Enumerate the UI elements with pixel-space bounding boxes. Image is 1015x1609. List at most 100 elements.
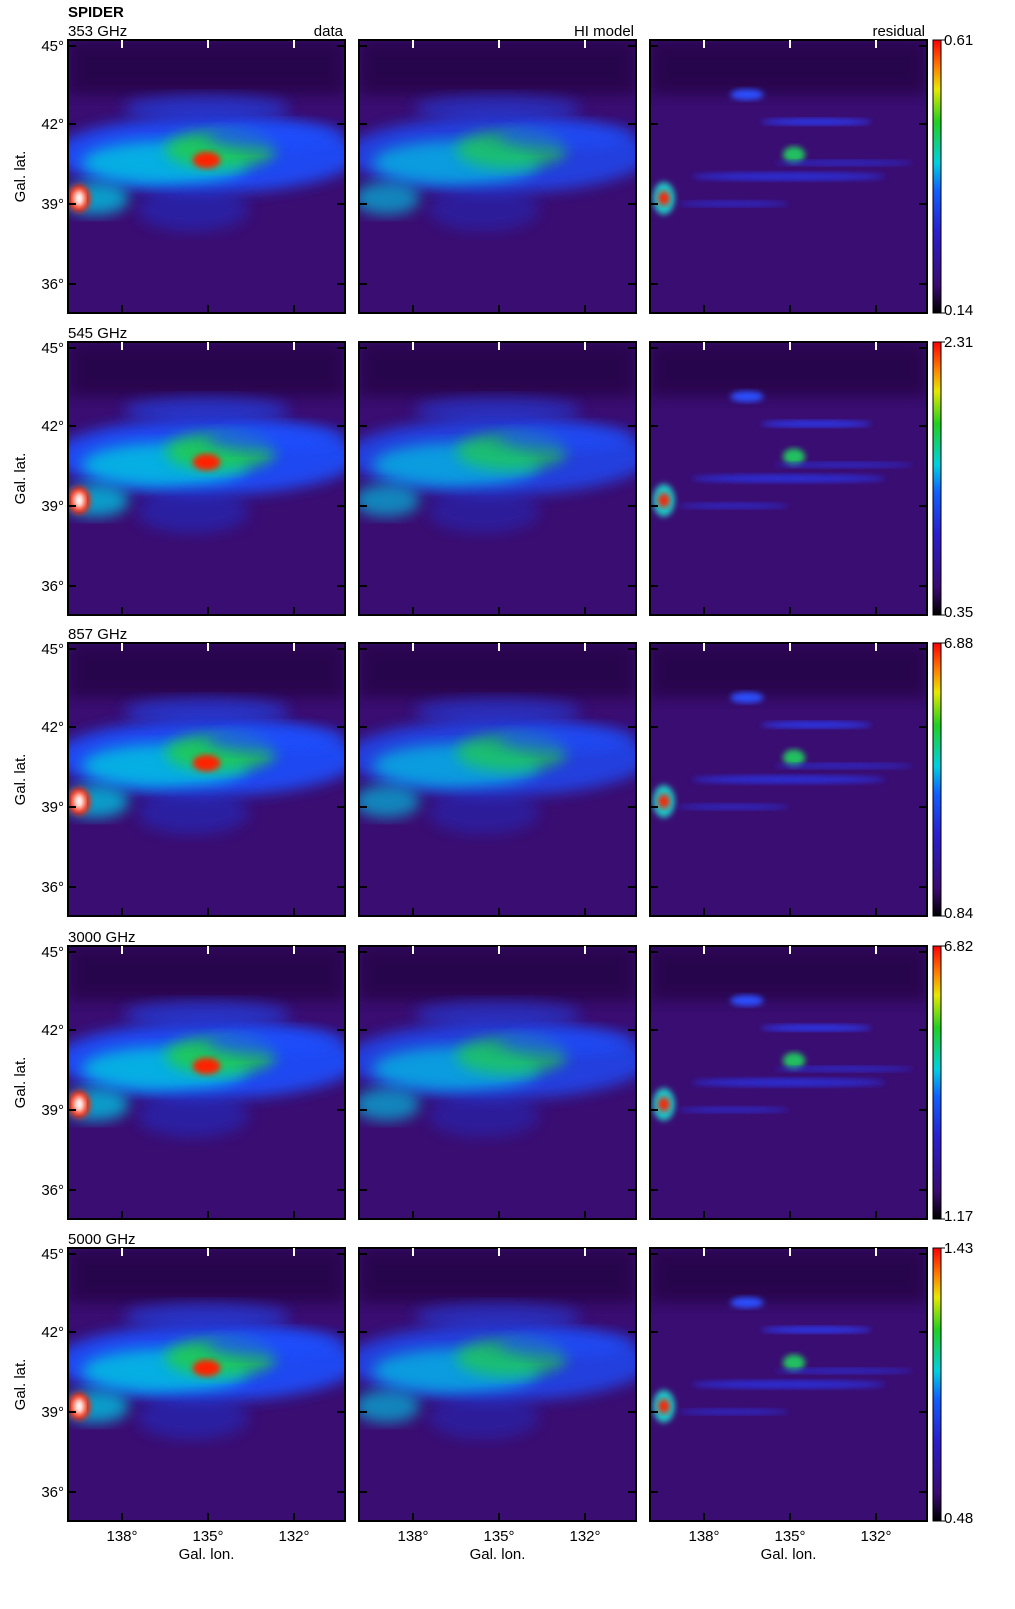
y-tick-label: 39° bbox=[41, 1102, 64, 1119]
map-feature bbox=[730, 391, 764, 403]
map-dark bbox=[359, 1248, 636, 1303]
row-label: 353 GHz bbox=[68, 23, 127, 40]
colorbar-max: 0.61 bbox=[944, 32, 973, 49]
map-feature bbox=[677, 1107, 789, 1113]
map-frame bbox=[358, 39, 637, 314]
colorbar bbox=[932, 642, 942, 917]
map-feature bbox=[658, 191, 670, 206]
map bbox=[650, 1248, 927, 1521]
y-tick-label: 45° bbox=[41, 641, 64, 658]
map-feature bbox=[123, 94, 290, 122]
map-feature bbox=[414, 697, 581, 725]
map bbox=[650, 40, 927, 313]
map-feature bbox=[774, 160, 914, 166]
map-dark bbox=[650, 643, 927, 698]
y-tick-label: 36° bbox=[41, 578, 64, 595]
map-feature bbox=[782, 448, 806, 465]
y-tick-label: 42° bbox=[41, 116, 64, 133]
map-feature bbox=[774, 462, 914, 468]
y-tick-label: 39° bbox=[41, 498, 64, 515]
map-feature bbox=[359, 1389, 420, 1423]
map-feature bbox=[123, 396, 290, 424]
map-dark bbox=[68, 1248, 345, 1303]
y-tick-label: 36° bbox=[41, 1182, 64, 1199]
map-feature bbox=[760, 1326, 872, 1334]
map-feature bbox=[192, 1359, 221, 1377]
map-feature bbox=[691, 474, 886, 483]
map-dark bbox=[359, 946, 636, 1001]
x-tick-label: 132° bbox=[569, 1528, 600, 1545]
x-tick-label: 135° bbox=[192, 1528, 223, 1545]
colorbar-max: 6.82 bbox=[944, 938, 973, 955]
map bbox=[650, 342, 927, 615]
map-feature bbox=[730, 89, 764, 101]
y-tick-label: 42° bbox=[41, 1324, 64, 1341]
y-tick-label: 36° bbox=[41, 276, 64, 293]
y-tick-label: 42° bbox=[41, 418, 64, 435]
map-feature bbox=[192, 453, 221, 471]
map-feature bbox=[206, 121, 345, 150]
map-feature bbox=[691, 775, 886, 784]
row-label: 857 GHz bbox=[68, 626, 127, 643]
map-feature bbox=[782, 749, 806, 766]
row-label: 545 GHz bbox=[68, 325, 127, 342]
map-feature bbox=[782, 1052, 806, 1069]
y-axis-label: Gal. lat. bbox=[12, 754, 29, 806]
map-dark bbox=[68, 643, 345, 698]
y-tick-label: 39° bbox=[41, 1404, 64, 1421]
map bbox=[359, 40, 636, 313]
map-feature bbox=[497, 724, 636, 753]
row-label: 5000 GHz bbox=[68, 1231, 136, 1248]
map-feature bbox=[414, 396, 581, 424]
map-feature bbox=[497, 1027, 636, 1056]
map-dark bbox=[650, 40, 927, 95]
map bbox=[359, 643, 636, 916]
map-dark bbox=[68, 40, 345, 95]
colorbar-min: 0.35 bbox=[944, 604, 973, 621]
map-feature bbox=[359, 1087, 420, 1121]
map bbox=[359, 342, 636, 615]
y-tick-label: 45° bbox=[41, 1246, 64, 1263]
map-dark bbox=[68, 342, 345, 397]
map-feature bbox=[428, 489, 540, 534]
y-tick-label: 36° bbox=[41, 1484, 64, 1501]
map-feature bbox=[691, 1380, 886, 1389]
x-tick-label: 138° bbox=[106, 1528, 137, 1545]
map-feature bbox=[414, 94, 581, 122]
map-feature bbox=[428, 790, 540, 835]
y-tick-label: 39° bbox=[41, 196, 64, 213]
map bbox=[68, 342, 345, 615]
map-feature bbox=[774, 763, 914, 769]
column-label: residual bbox=[872, 23, 925, 40]
colorbar-min: 0.14 bbox=[944, 302, 973, 319]
map-dark bbox=[650, 946, 927, 1001]
map-dark bbox=[650, 1248, 927, 1303]
map-feature bbox=[73, 190, 85, 207]
map-feature bbox=[73, 793, 85, 810]
x-tick-label: 135° bbox=[483, 1528, 514, 1545]
map-feature bbox=[123, 1302, 290, 1330]
map-feature bbox=[497, 121, 636, 150]
map-dark bbox=[68, 946, 345, 1001]
x-tick-label: 132° bbox=[860, 1528, 891, 1545]
map-feature bbox=[137, 489, 249, 534]
map-feature bbox=[677, 804, 789, 810]
map-feature bbox=[760, 420, 872, 428]
map-feature bbox=[774, 1368, 914, 1374]
y-axis-label: Gal. lat. bbox=[12, 453, 29, 505]
map-feature bbox=[782, 1354, 806, 1371]
map-feature bbox=[428, 1395, 540, 1440]
map bbox=[650, 946, 927, 1219]
map-frame bbox=[649, 642, 928, 917]
colorbar-max: 6.88 bbox=[944, 635, 973, 652]
y-tick-label: 36° bbox=[41, 879, 64, 896]
map-feature bbox=[73, 1398, 85, 1415]
map-frame bbox=[649, 341, 928, 616]
map-feature bbox=[192, 1057, 221, 1075]
map-frame bbox=[649, 1247, 928, 1522]
map-feature bbox=[73, 1096, 85, 1113]
colorbar-max: 1.43 bbox=[944, 1240, 973, 1257]
y-tick-label: 42° bbox=[41, 1022, 64, 1039]
map-frame bbox=[358, 945, 637, 1220]
map-feature bbox=[677, 201, 789, 207]
